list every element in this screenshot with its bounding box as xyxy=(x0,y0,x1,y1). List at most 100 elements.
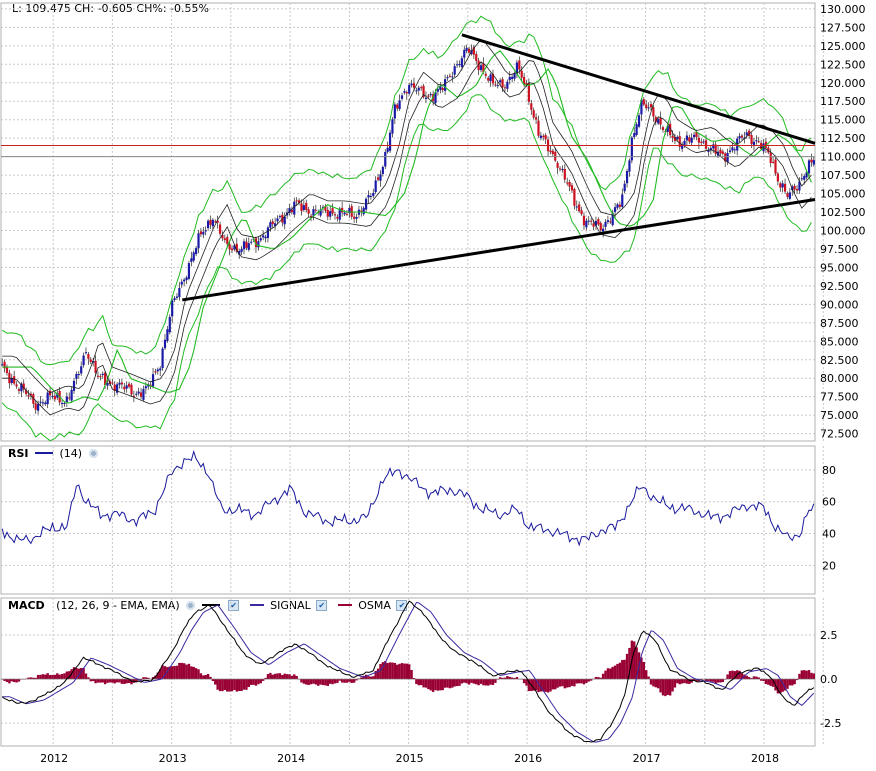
osma-bar xyxy=(527,679,531,692)
candle-body xyxy=(209,219,212,225)
osma-bar xyxy=(144,677,148,680)
moving-average-fast xyxy=(2,39,812,394)
candle-body xyxy=(106,382,109,386)
osma-bar xyxy=(685,679,689,684)
candle-body xyxy=(587,220,590,222)
osma-bar xyxy=(96,679,100,683)
candle-body xyxy=(372,192,375,197)
candle-body xyxy=(465,47,468,51)
osma-bar xyxy=(309,679,313,685)
rsi-settings-icon[interactable] xyxy=(88,448,98,458)
osma-bar xyxy=(704,679,708,682)
candle-body xyxy=(381,166,384,174)
osma-bar xyxy=(633,641,636,680)
candle-body xyxy=(226,236,229,244)
candle-body xyxy=(101,373,104,376)
candle-body xyxy=(195,248,198,255)
osma-bar xyxy=(475,679,478,685)
osma-bar xyxy=(747,677,751,680)
osma-bar xyxy=(647,676,650,680)
candle-body xyxy=(216,220,219,223)
candle-body xyxy=(116,384,119,393)
osma-bar xyxy=(168,666,171,680)
osma-bar xyxy=(501,677,504,680)
moving-average-slow xyxy=(2,61,812,416)
candle-body xyxy=(812,160,815,165)
candle-body xyxy=(726,153,729,162)
osma-bar xyxy=(56,673,59,680)
candle-body xyxy=(144,386,147,389)
osma-bar xyxy=(151,677,155,680)
osma-bar xyxy=(721,679,725,682)
macd-settings-icon[interactable] xyxy=(186,600,196,610)
osma-bar xyxy=(460,679,464,684)
osma-bar xyxy=(671,679,674,692)
candle-body xyxy=(302,205,305,210)
osma-bar xyxy=(400,663,404,680)
candle-body xyxy=(795,188,799,191)
candle-body xyxy=(597,219,600,225)
trendline-resistance[interactable] xyxy=(461,33,816,145)
osma-bar xyxy=(345,679,349,683)
candle-body xyxy=(700,141,703,143)
candle-body xyxy=(561,169,564,171)
osma-bar xyxy=(290,675,294,680)
candle-body xyxy=(46,392,49,405)
osma-bar xyxy=(204,674,207,680)
macd-tick-label: 2.5 xyxy=(820,629,838,642)
osma-bar xyxy=(75,668,78,680)
candle-body xyxy=(793,185,796,190)
osma-bar xyxy=(558,679,562,687)
osma-bar xyxy=(534,679,538,691)
candle-body xyxy=(805,172,808,178)
osma-bar xyxy=(8,679,11,684)
candle-body xyxy=(534,117,538,120)
macd-param: (12, 26, 9 - EMA, EMA) xyxy=(56,599,180,612)
osma-bar xyxy=(302,679,306,684)
osma-bar xyxy=(755,676,758,680)
osma-bar xyxy=(635,647,638,680)
candle-body xyxy=(661,127,665,130)
osma-bar xyxy=(496,679,499,680)
x-tick-label: 2012 xyxy=(40,752,68,765)
candle-body xyxy=(171,300,174,317)
candle-body xyxy=(187,263,191,279)
candle-body xyxy=(807,160,811,174)
macd-toggle-checkbox[interactable]: ✔ xyxy=(228,599,240,611)
osma-bar xyxy=(573,679,576,687)
osma-bar xyxy=(652,679,655,687)
price-tick-label: 125.000 xyxy=(820,40,866,53)
signal-toggle-checkbox[interactable]: ✔ xyxy=(316,599,328,611)
osma-bar xyxy=(551,679,555,690)
osma-bar xyxy=(242,679,246,690)
candle-body xyxy=(484,73,487,76)
osma-bar xyxy=(259,679,262,684)
osma-bar xyxy=(379,664,382,680)
candle-body xyxy=(233,245,236,250)
trendline-support[interactable] xyxy=(182,197,816,302)
osma-histogram xyxy=(0,640,816,697)
osma-bar xyxy=(477,679,480,686)
candle-body xyxy=(728,150,732,152)
candle-body xyxy=(142,389,145,400)
bollinger-middle xyxy=(2,50,812,404)
price-tick-label: 90.000 xyxy=(820,298,859,311)
osma-bar xyxy=(53,674,57,680)
osma-bar xyxy=(139,679,143,681)
osma-bar xyxy=(393,662,397,680)
candle-body xyxy=(623,183,626,192)
candle-body xyxy=(602,228,605,232)
osma-bar xyxy=(807,670,811,680)
price-panel-frame xyxy=(0,2,816,442)
osma-bar xyxy=(510,677,514,680)
candle-body xyxy=(482,63,485,73)
candle-body xyxy=(266,227,270,238)
candle-body xyxy=(41,402,44,404)
candle-body xyxy=(247,243,250,250)
osma-bar xyxy=(487,679,490,686)
osma-bar xyxy=(597,677,600,680)
macd-label: MACD xyxy=(8,599,45,612)
osma-bar xyxy=(135,679,138,683)
osma-bar xyxy=(5,679,9,683)
